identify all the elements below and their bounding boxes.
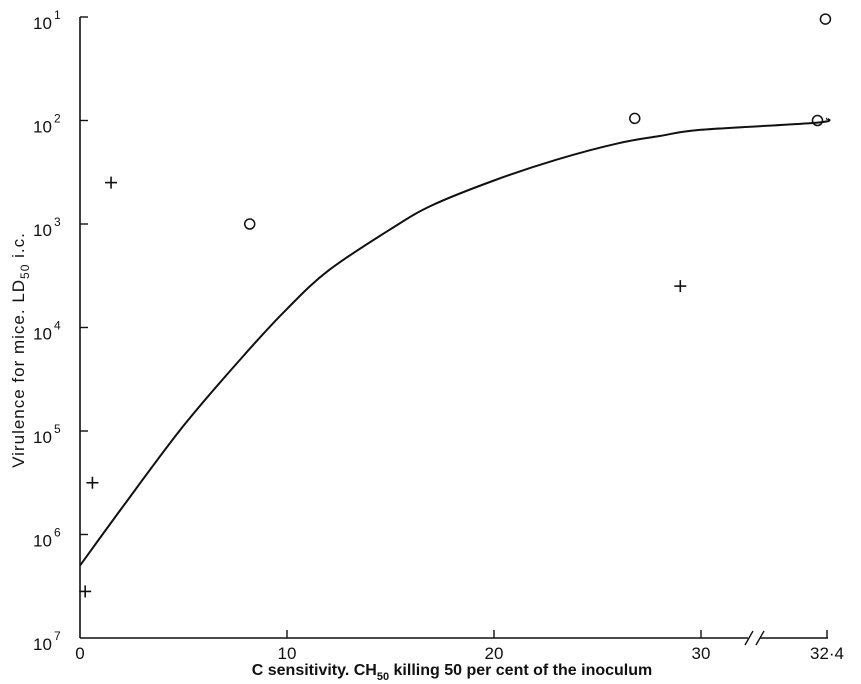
- x-tick-label: 0: [75, 644, 84, 663]
- y-tick-label: 10: [33, 325, 52, 344]
- data-point-circle: [243, 218, 256, 230]
- x-tick-label: 32·4: [810, 644, 844, 663]
- y-tick-exponent: 2: [54, 112, 61, 126]
- data-point-plus: [79, 585, 92, 598]
- y-tick-label: 10: [33, 221, 52, 240]
- axes: [79, 17, 828, 646]
- y-tick-label: 10: [33, 532, 52, 551]
- x-tick-label: 20: [485, 644, 504, 663]
- x-tick-label: 30: [692, 644, 711, 663]
- data-point-circle: [819, 13, 832, 25]
- y-tick-exponent: 3: [54, 215, 61, 229]
- y-tick-label: 10: [33, 118, 52, 137]
- data-point-circle: [629, 112, 641, 125]
- data-point-plus: [86, 476, 99, 489]
- y-tick-label: 10: [33, 428, 52, 447]
- y-axis-title: Virulence for mice. LD50 i.c.: [9, 232, 32, 468]
- y-tick-label: 10: [33, 635, 52, 654]
- y-tick-exponent: 7: [54, 629, 61, 643]
- data-points-layer: [79, 13, 832, 598]
- y-tick-label: 10: [33, 14, 52, 33]
- data-point-plus: [674, 280, 687, 293]
- x-axis-break-mark: [744, 630, 754, 646]
- y-tick-exponent: 1: [54, 8, 61, 22]
- y-tick-exponent: 6: [54, 526, 61, 540]
- data-point-plus: [105, 176, 118, 189]
- x-axis-title: C sensitivity. CH50 killing 50 per cent …: [252, 662, 652, 683]
- fitted-curve-layer: [79, 117, 831, 567]
- x-axis-break-mark: [755, 630, 765, 646]
- x-tick-label: 10: [278, 644, 297, 663]
- y-tick-exponent: 4: [54, 319, 61, 333]
- y-tick-exponent: 5: [54, 422, 61, 436]
- fitted-curve: [79, 117, 831, 567]
- data-point-circle: [811, 114, 824, 127]
